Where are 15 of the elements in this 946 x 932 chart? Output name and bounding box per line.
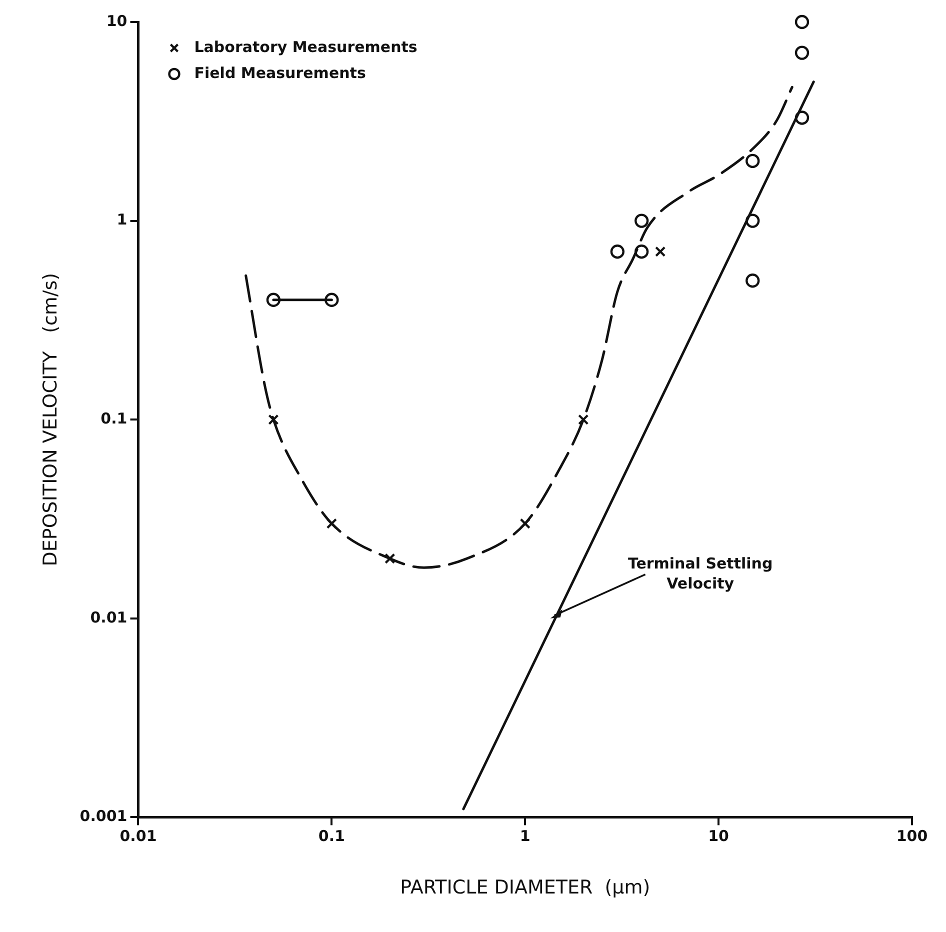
y-tick-label: 10 (106, 12, 128, 30)
x-tick-label: 0.01 (120, 827, 157, 846)
legend-label: Field Measurements (194, 64, 366, 82)
x-axis-title: PARTICLE DIAMETER (μm) (400, 876, 650, 899)
x-tick-label: 10 (708, 827, 729, 846)
y-tick-label: 1 (116, 210, 128, 229)
x-tick-label: 1 (520, 827, 530, 846)
y-tick-label: 0.1 (100, 409, 128, 428)
x-tick-label: 100 (896, 827, 928, 846)
x-tick-label: 0.1 (318, 827, 345, 846)
annotation: Terminal Settling Velocity (628, 554, 773, 592)
y-tick-label: 0.01 (90, 608, 128, 626)
legend-label: Laboratory Measurements (194, 38, 418, 56)
y-tick-label: 0.001 (80, 807, 128, 826)
y-axis-title: DEPOSITION VELOCITY (cm/s) (39, 272, 62, 566)
